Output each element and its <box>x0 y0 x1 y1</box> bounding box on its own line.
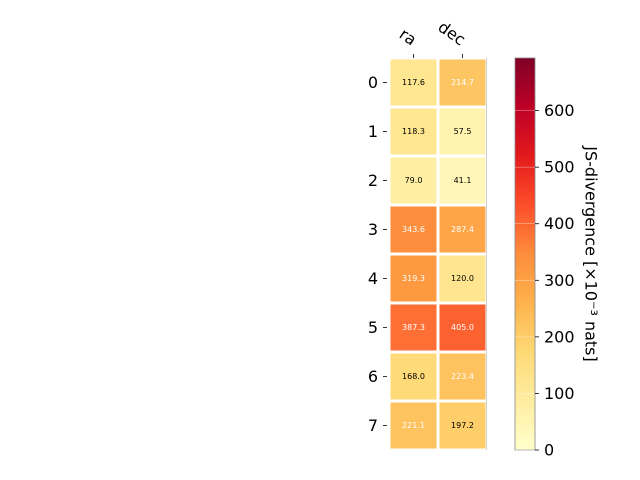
heatmap-cell <box>390 59 437 106</box>
cell-value-label: 120.0 <box>451 274 474 283</box>
column-label: ra <box>396 24 420 49</box>
cell-value-label: 41.1 <box>454 176 472 185</box>
cell-value-label: 57.5 <box>454 127 472 136</box>
heatmap-cell <box>390 304 437 351</box>
cell-value-label: 287.4 <box>451 225 474 234</box>
colorbar-label: JS-divergence [×10⁻³ nats] <box>582 145 601 361</box>
heatmap-cell <box>390 108 437 155</box>
cell-value-label: 405.0 <box>451 323 474 332</box>
heatmap-cell <box>439 304 486 351</box>
heatmap-cell <box>439 353 486 400</box>
cell-value-label: 79.0 <box>405 176 423 185</box>
colorbar-tick-label: 600 <box>544 101 575 120</box>
row-label: 1 <box>368 122 378 141</box>
row-label: 2 <box>368 171 378 190</box>
heatmap-cells: 117.6 214.7 118.3 57.5 79.0 41.1 343.6 287.4 319… <box>390 59 486 449</box>
colorbar-tick-label: 500 <box>544 158 575 177</box>
colorbar-tick-label: 300 <box>544 271 575 290</box>
cell-value-label: 168.0 <box>402 372 425 381</box>
cell-value-label: 197.2 <box>451 421 474 430</box>
heatmap-cell <box>439 255 486 302</box>
colorbar-tick-label: 400 <box>544 214 575 233</box>
colorbar-tick-label: 200 <box>544 327 575 346</box>
heatmap-cell <box>439 108 486 155</box>
heatmap-cell <box>390 402 437 449</box>
cell-value-label: 387.3 <box>402 323 425 332</box>
cell-value-label: 223.4 <box>451 372 474 381</box>
cell-value-label: 221.1 <box>402 421 425 430</box>
cell-value-label: 117.6 <box>402 78 425 87</box>
heatmap-cell <box>390 353 437 400</box>
heatmap-cell <box>439 157 486 204</box>
heatmap-cell <box>439 402 486 449</box>
row-label: 5 <box>368 318 378 337</box>
row-label: 6 <box>368 367 378 386</box>
row-label: 7 <box>368 416 378 435</box>
row-label: 4 <box>368 269 378 288</box>
cell-value-label: 214.7 <box>451 78 474 87</box>
heatmap-cell <box>439 59 486 106</box>
colorbar <box>514 57 536 451</box>
cell-value-label: 343.6 <box>402 225 425 234</box>
colorbar-tick-label: 100 <box>544 384 575 403</box>
heatmap-cell <box>390 206 437 253</box>
heatmap-cell <box>390 255 437 302</box>
colorbar-tick-label: 0 <box>544 441 554 460</box>
row-label: 3 <box>368 220 378 239</box>
heatmap-cell <box>439 206 486 253</box>
row-label: 0 <box>368 73 378 92</box>
column-label: dec <box>435 17 469 49</box>
column-labels: ra dec <box>396 17 469 58</box>
cell-value-label: 319.3 <box>402 274 425 283</box>
cell-value-label: 118.3 <box>402 127 425 136</box>
row-labels: 0 1 2 3 4 5 6 7 <box>368 73 387 435</box>
colorbar-ticks: 0 100 200 300 400 500 600 <box>515 101 575 460</box>
heatmap-cell <box>390 157 437 204</box>
